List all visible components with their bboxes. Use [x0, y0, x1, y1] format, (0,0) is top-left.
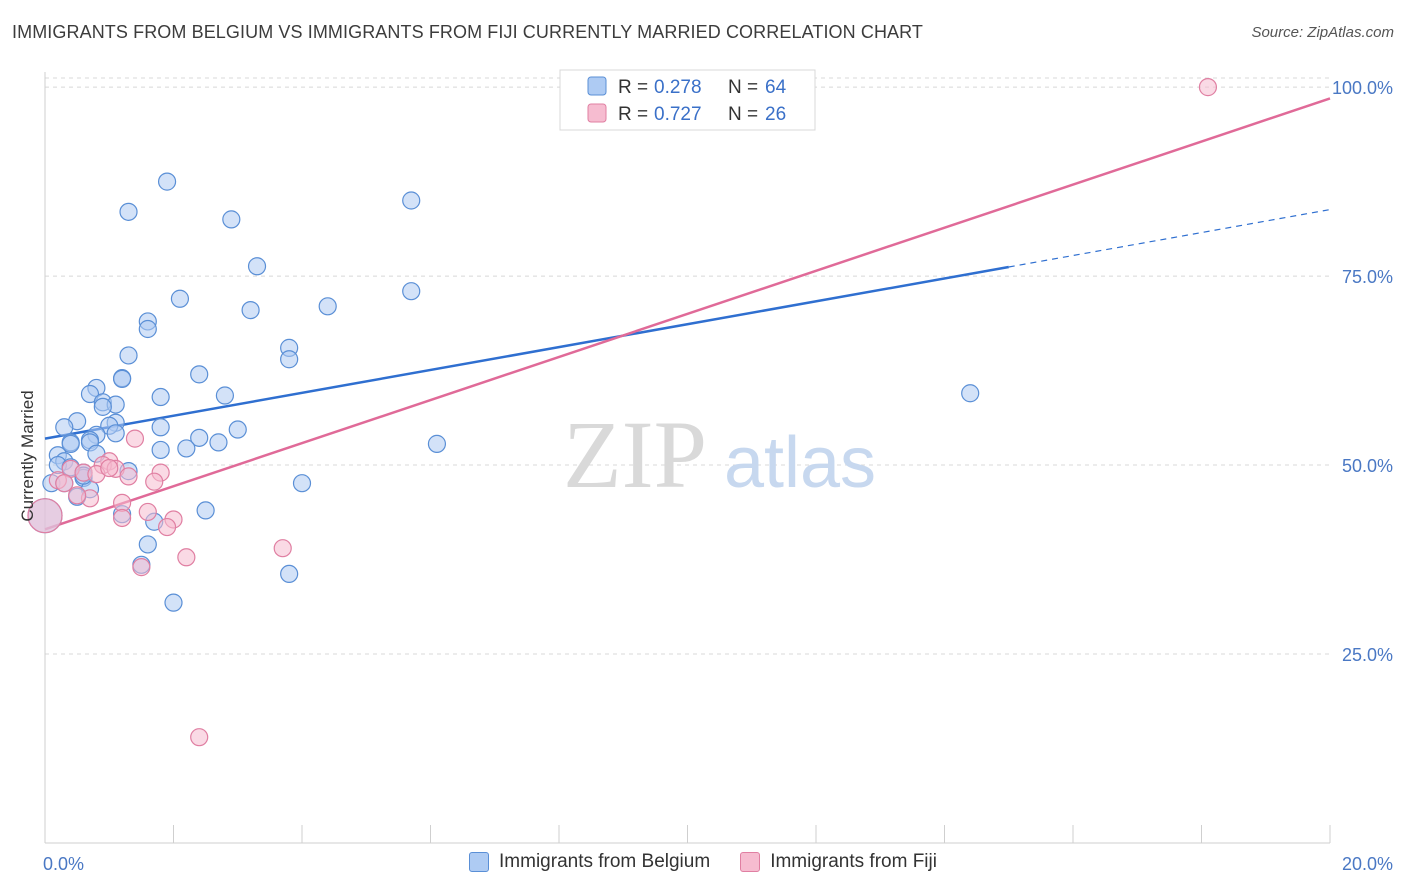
tick-labels: 25.0% 50.0% 75.0% 100.0% 0.0% 20.0% [43, 78, 1393, 874]
y-tick-label-50: 50.0% [1342, 456, 1393, 476]
y-tick-label-100: 100.0% [1332, 78, 1393, 98]
point-belgium-28 [151, 418, 170, 437]
point-belgium-19 [151, 387, 170, 407]
point-belgium-60 [961, 384, 980, 403]
legend-n-label-belgium: N = [728, 77, 758, 98]
point-belgium-1 [119, 202, 138, 221]
point-fiji-17 [157, 517, 177, 537]
watermark-zip: ZIP [563, 401, 707, 508]
point-fiji-13 [112, 493, 132, 512]
point-belgium-26 [55, 418, 74, 437]
trend-line-belgium [44, 265, 1009, 440]
x-tick-label-20: 20.0% [1342, 854, 1393, 874]
watermark: ZIP atlas [563, 401, 876, 508]
point-belgium-23 [93, 397, 112, 416]
bottom-legend-belgium: Immigrants from Belgium [469, 851, 710, 873]
point-belgium-34 [190, 428, 209, 447]
point-belgium-5 [170, 289, 190, 308]
point-fiji-22 [27, 498, 63, 534]
legend-r-value-belgium: 0.278 [654, 77, 702, 98]
bottom-legend-swatch-belgium [469, 852, 490, 872]
bottom-legend-label-belgium: Immigrants from Belgium [499, 851, 711, 872]
point-belgium-58 [164, 593, 183, 612]
point-fiji-21 [190, 728, 209, 747]
point-belgium-8 [318, 297, 337, 316]
bottom-legend: Immigrants from Belgium Immigrants from … [0, 851, 1406, 873]
point-fiji-12 [68, 486, 87, 505]
point-belgium-3 [222, 210, 241, 229]
chart-title: IMMIGRANTS FROM BELGIUM VS IMMIGRANTS FR… [12, 22, 924, 42]
point-belgium-4 [247, 257, 267, 276]
y-tick-label-75: 75.0% [1342, 267, 1393, 287]
legend-n-value-belgium: 64 [765, 77, 787, 98]
point-belgium-37 [209, 433, 228, 452]
point-belgium-51 [292, 474, 312, 493]
x-tick-label-0: 0.0% [43, 854, 84, 874]
point-belgium-16 [112, 369, 132, 388]
point-belgium-38 [177, 439, 196, 458]
point-belgium-59 [427, 434, 447, 453]
legend-n-value-fiji: 26 [765, 104, 786, 125]
point-belgium-39 [151, 440, 170, 460]
point-belgium-0 [157, 172, 177, 191]
point-belgium-14 [190, 365, 209, 384]
bottom-legend-label-fiji: Immigrants from Fiji [770, 851, 937, 872]
legend-swatch-fiji [587, 103, 607, 123]
point-fiji-14 [138, 502, 157, 522]
point-fiji-15 [112, 508, 132, 528]
y-tick-label-25: 25.0% [1342, 645, 1393, 665]
watermark-atlas: atlas [724, 423, 876, 503]
point-fiji-20 [132, 558, 151, 577]
point-belgium-29 [106, 424, 125, 443]
point-belgium-20 [215, 386, 234, 405]
point-belgium-7 [241, 301, 260, 320]
point-belgium-57 [280, 564, 299, 584]
axes [44, 72, 1331, 844]
series-fiji [27, 78, 1218, 747]
point-fiji-1 [125, 429, 145, 448]
point-belgium-2 [402, 191, 421, 210]
legend-r-label-belgium: R = [618, 77, 648, 98]
point-fiji-10 [145, 472, 164, 491]
legend-swatch-belgium [587, 76, 607, 96]
point-fiji-8 [119, 467, 138, 486]
trend-lines [44, 97, 1331, 531]
point-belgium-10 [138, 319, 157, 339]
point-belgium-6 [402, 282, 421, 301]
point-belgium-55 [138, 535, 157, 554]
trend-line-fiji [44, 97, 1331, 531]
grid [45, 77, 1330, 655]
series-belgium [27, 172, 980, 612]
bottom-legend-fiji: Immigrants from Fiji [740, 851, 937, 873]
legend-box: R = 0.278 N = 64 R = 0.727 N = 26 [559, 69, 816, 131]
point-belgium-11 [119, 346, 138, 365]
trend-line-belgium-extension [1008, 208, 1331, 268]
y-axis-label: Currently Married [18, 390, 37, 521]
point-fiji-25 [100, 458, 119, 478]
legend-r-value-fiji: 0.727 [654, 104, 702, 125]
bottom-legend-swatch-fiji [740, 852, 761, 872]
point-fiji-0 [1198, 78, 1218, 97]
point-belgium-35 [61, 434, 80, 453]
legend-n-label-fiji: N = [728, 104, 758, 125]
point-belgium-13 [280, 350, 299, 369]
point-fiji-23 [55, 474, 74, 493]
point-belgium-31 [228, 420, 247, 439]
point-fiji-18 [273, 539, 292, 558]
source-label: Source: ZipAtlas.com [1251, 24, 1394, 41]
point-fiji-19 [177, 548, 196, 567]
point-belgium-18 [80, 384, 100, 404]
point-belgium-52 [196, 501, 215, 520]
legend-r-label-fiji: R = [618, 104, 648, 125]
